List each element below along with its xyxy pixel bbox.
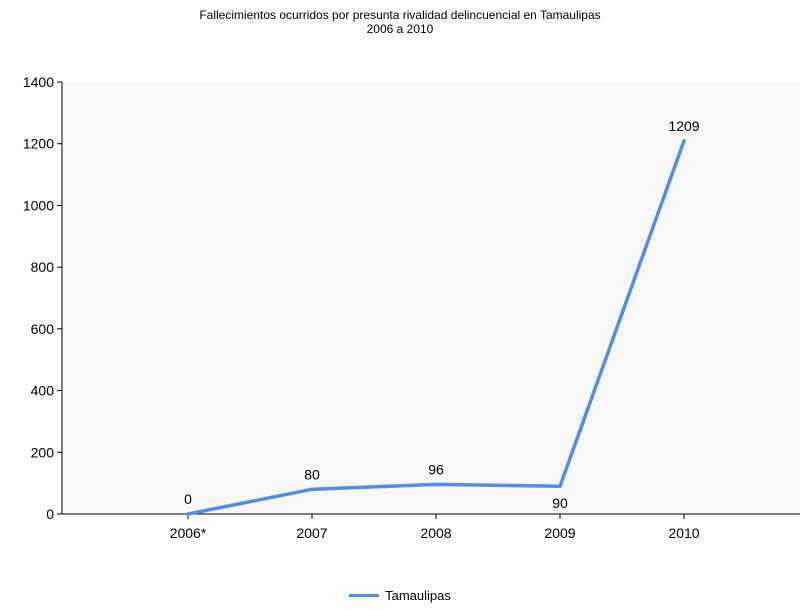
x-tick-label: 2009 [544, 525, 575, 541]
chart-title: Fallecimientos ocurridos por presunta ri… [199, 8, 601, 22]
y-tick-label: 1200 [23, 136, 54, 152]
legend-swatch-tamaulipas [349, 594, 380, 597]
data-point [558, 484, 562, 488]
x-tick-label: 2010 [668, 525, 699, 541]
data-point [310, 487, 314, 491]
data-label: 90 [552, 495, 568, 511]
data-point [186, 512, 190, 516]
plot-area [62, 82, 800, 514]
chart-title-block: Fallecimientos ocurridos por presunta ri… [0, 8, 800, 36]
y-tick-label: 0 [46, 506, 54, 522]
legend: Tamaulipas [0, 588, 800, 603]
data-label: 80 [304, 466, 320, 482]
y-tick-label: 200 [31, 444, 55, 460]
y-tick-label: 1400 [23, 74, 54, 90]
data-label: 96 [428, 461, 444, 477]
x-tick-label: 2006* [170, 525, 207, 541]
data-label: 1209 [668, 118, 699, 134]
x-tick-label: 2008 [420, 525, 451, 541]
y-tick-label: 600 [31, 321, 55, 337]
data-label: 0 [184, 491, 192, 507]
legend-label-tamaulipas: Tamaulipas [385, 588, 451, 603]
y-tick-label: 1000 [23, 197, 54, 213]
y-tick-label: 800 [31, 259, 55, 275]
data-point [434, 482, 438, 486]
y-tick-label: 400 [31, 383, 55, 399]
x-tick-label: 2007 [296, 525, 327, 541]
chart-subtitle: 2006 a 2010 [366, 22, 434, 36]
data-point [682, 139, 686, 143]
